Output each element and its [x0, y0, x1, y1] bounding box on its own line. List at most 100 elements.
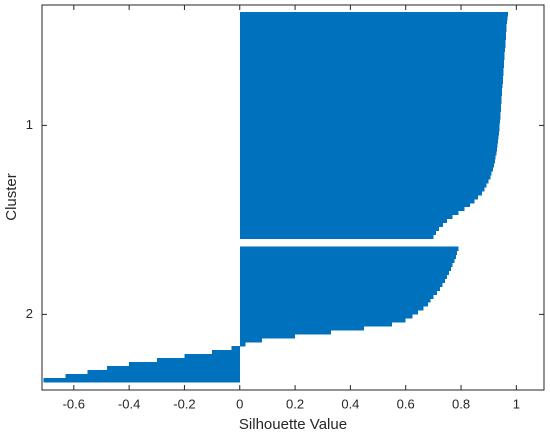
silhouette-bar [239, 298, 431, 303]
silhouette-bar [239, 171, 492, 176]
silhouette-bar [156, 358, 240, 363]
silhouette-bar [239, 294, 434, 299]
silhouette-bar [239, 135, 499, 140]
silhouette-bar [239, 43, 506, 49]
silhouette-bar [239, 139, 499, 144]
silhouette-bar [239, 326, 365, 331]
silhouette-bar [239, 87, 503, 92]
silhouette-bar [43, 378, 240, 383]
silhouette-bar [239, 39, 506, 45]
silhouette-bar [239, 111, 501, 116]
silhouette-bar [239, 119, 501, 124]
silhouette-bar [239, 278, 445, 283]
silhouette-bar [239, 234, 434, 240]
silhouette-bar [239, 183, 487, 188]
silhouette-bar [65, 374, 240, 379]
silhouette-bar [239, 206, 465, 212]
silhouette-bar [239, 254, 457, 259]
silhouette-bar [184, 354, 240, 359]
silhouette-bar [239, 198, 475, 204]
y-axis-label: Cluster [3, 173, 20, 221]
silhouette-bar [239, 79, 503, 84]
y-tick-label: 2 [26, 306, 33, 321]
y-tick-label: 1 [26, 117, 33, 132]
silhouette-bar [239, 71, 504, 76]
silhouette-bar [239, 103, 502, 108]
silhouette-bar [239, 59, 505, 65]
silhouette-bar [239, 167, 493, 172]
silhouette-bar [239, 318, 406, 323]
x-tick-label: 0 [236, 396, 243, 411]
silhouette-bar [239, 306, 424, 311]
silhouette-bar [239, 47, 506, 53]
silhouette-bar [239, 226, 439, 232]
x-tick-label: -0.6 [63, 396, 85, 411]
silhouette-bar [239, 159, 495, 164]
silhouette-bar [239, 214, 453, 220]
silhouette-bar [239, 338, 262, 343]
silhouette-bar [239, 258, 455, 263]
silhouette-bar [239, 67, 504, 72]
silhouette-bar [239, 250, 458, 255]
silhouette-bar [212, 350, 240, 355]
silhouette-bar [239, 127, 500, 132]
silhouette-bar [239, 35, 506, 41]
silhouette-bar [239, 31, 507, 37]
silhouette-bar [239, 270, 450, 275]
silhouette-bar [239, 230, 437, 236]
silhouette-bar [239, 75, 504, 80]
silhouette-bar [239, 51, 505, 57]
silhouette-bar [239, 99, 502, 104]
silhouette-bar [239, 218, 448, 224]
silhouette-bar [239, 95, 502, 100]
x-tick-label: -0.2 [173, 396, 195, 411]
x-tick-label: 1 [513, 396, 520, 411]
silhouette-bar [239, 222, 444, 228]
silhouette-bar [239, 266, 452, 271]
silhouette-bar [239, 286, 441, 291]
silhouette-bar [239, 131, 500, 136]
silhouette-bar [239, 282, 443, 287]
silhouette-bar [239, 115, 501, 120]
silhouette-bar [87, 370, 240, 375]
silhouette-bar [239, 55, 505, 61]
silhouette-bar [239, 262, 453, 267]
silhouette-bar [239, 27, 507, 33]
silhouette-bar [239, 314, 413, 319]
silhouette-bar [239, 202, 470, 208]
silhouette-bar [239, 19, 507, 25]
silhouette-bar [239, 210, 459, 216]
x-tick-label: 0.6 [397, 396, 415, 411]
silhouette-bar [239, 290, 437, 295]
silhouette-bar [239, 191, 482, 196]
silhouette-bar [239, 63, 504, 68]
silhouette-bar [239, 175, 491, 180]
silhouette-bar [239, 195, 479, 200]
silhouette-bar [239, 330, 332, 335]
x-tick-label: 0.2 [286, 396, 304, 411]
silhouette-bar [239, 274, 448, 279]
axes-box [41, 4, 545, 391]
silhouette-bar [239, 151, 497, 156]
silhouette-bar [239, 91, 502, 96]
silhouette-bar [239, 342, 246, 347]
silhouette-bar [239, 155, 496, 160]
silhouette-bar [239, 12, 509, 17]
x-tick-label: -0.4 [118, 396, 140, 411]
silhouette-bar [239, 302, 428, 307]
silhouette-bar [239, 322, 392, 327]
silhouette-bar [239, 187, 485, 192]
x-tick-label: 0.4 [341, 396, 359, 411]
silhouette-bar [239, 179, 489, 184]
silhouette-bar [239, 246, 459, 252]
silhouette-bar [239, 15, 508, 21]
silhouette-bar [239, 107, 501, 112]
silhouette-bar [239, 23, 507, 29]
silhouette-bar [239, 147, 497, 152]
silhouette-bar [239, 163, 494, 168]
silhouette-bar [239, 83, 503, 88]
silhouette-bar [239, 334, 296, 339]
silhouette-bar [239, 143, 498, 148]
silhouette-bar [231, 346, 240, 351]
